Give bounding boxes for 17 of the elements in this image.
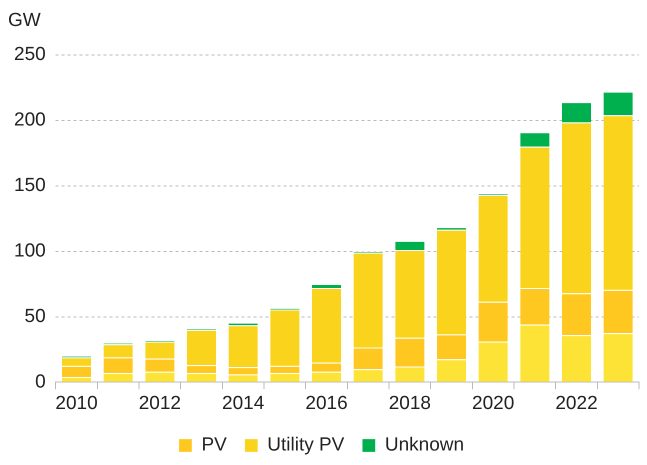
y-tick-label: 150: [14, 175, 46, 196]
y-tick-label: 250: [14, 44, 46, 66]
y-tick-label: 200: [14, 110, 46, 131]
y-tick-label: 0: [35, 371, 46, 392]
x-tick-label: 2016: [305, 392, 348, 414]
legend-label: Unknown: [384, 434, 464, 456]
x-tick-label: 2014: [222, 392, 265, 414]
y-tick-label: 100: [14, 240, 46, 262]
x-tick-label: 2022: [555, 392, 598, 414]
x-tick-label: 2020: [472, 392, 514, 414]
x-tick-label: 2010: [55, 392, 98, 414]
y-axis-title: GW: [8, 10, 41, 32]
y-tick-label: 50: [24, 306, 46, 327]
x-tick-label: 2012: [138, 392, 181, 414]
legend-label: Utility PV: [267, 434, 345, 456]
legend-label: PV: [201, 434, 228, 456]
x-tick-label: 2018: [388, 392, 431, 414]
